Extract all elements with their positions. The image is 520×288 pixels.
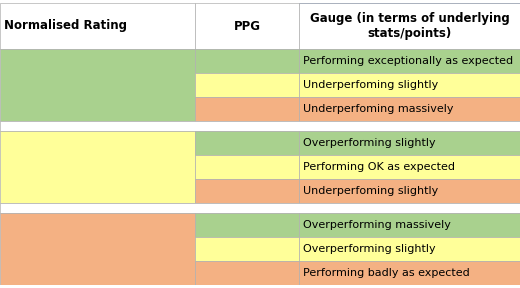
Bar [195, 261, 299, 285]
Text: Overperforming massively: Overperforming massively [303, 220, 451, 230]
Bar [299, 213, 520, 237]
Bar [299, 97, 520, 121]
Bar [0, 285, 520, 288]
Bar [299, 179, 520, 203]
Bar [195, 131, 299, 155]
Bar [299, 155, 520, 179]
Bar [299, 3, 520, 6]
Bar [195, 49, 299, 73]
Text: Underperfoming slightly: Underperfoming slightly [303, 80, 438, 90]
Text: Underperfoming massively: Underperfoming massively [303, 104, 453, 114]
Bar [195, 73, 299, 97]
Text: Overperforming slightly: Overperforming slightly [303, 244, 436, 254]
Bar [0, 0, 520, 3]
Bar [195, 155, 299, 179]
Text: Overperforming slightly: Overperforming slightly [303, 138, 436, 148]
Text: Underperfoming slightly: Underperfoming slightly [303, 186, 438, 196]
Bar [195, 3, 299, 49]
Bar [299, 3, 520, 49]
Bar [0, 213, 195, 285]
Bar [0, 203, 520, 213]
Bar [299, 237, 520, 261]
Text: Normalised Rating: Normalised Rating [4, 20, 127, 33]
Text: Performing exceptionally as expected: Performing exceptionally as expected [303, 56, 513, 66]
Bar [0, 49, 195, 121]
Bar [0, 3, 195, 49]
Bar [299, 131, 520, 155]
Bar [195, 237, 299, 261]
Bar [195, 179, 299, 203]
Bar [0, 121, 520, 131]
Bar [195, 213, 299, 237]
Text: Performing badly as expected: Performing badly as expected [303, 268, 470, 278]
Text: Performing OK as expected: Performing OK as expected [303, 162, 455, 172]
Bar [195, 97, 299, 121]
Bar [0, 131, 195, 203]
Text: Gauge (in terms of underlying
stats/points): Gauge (in terms of underlying stats/poin… [309, 12, 510, 40]
Text: PPG: PPG [233, 20, 261, 33]
Bar [299, 49, 520, 73]
Bar [299, 73, 520, 97]
Bar [299, 261, 520, 285]
